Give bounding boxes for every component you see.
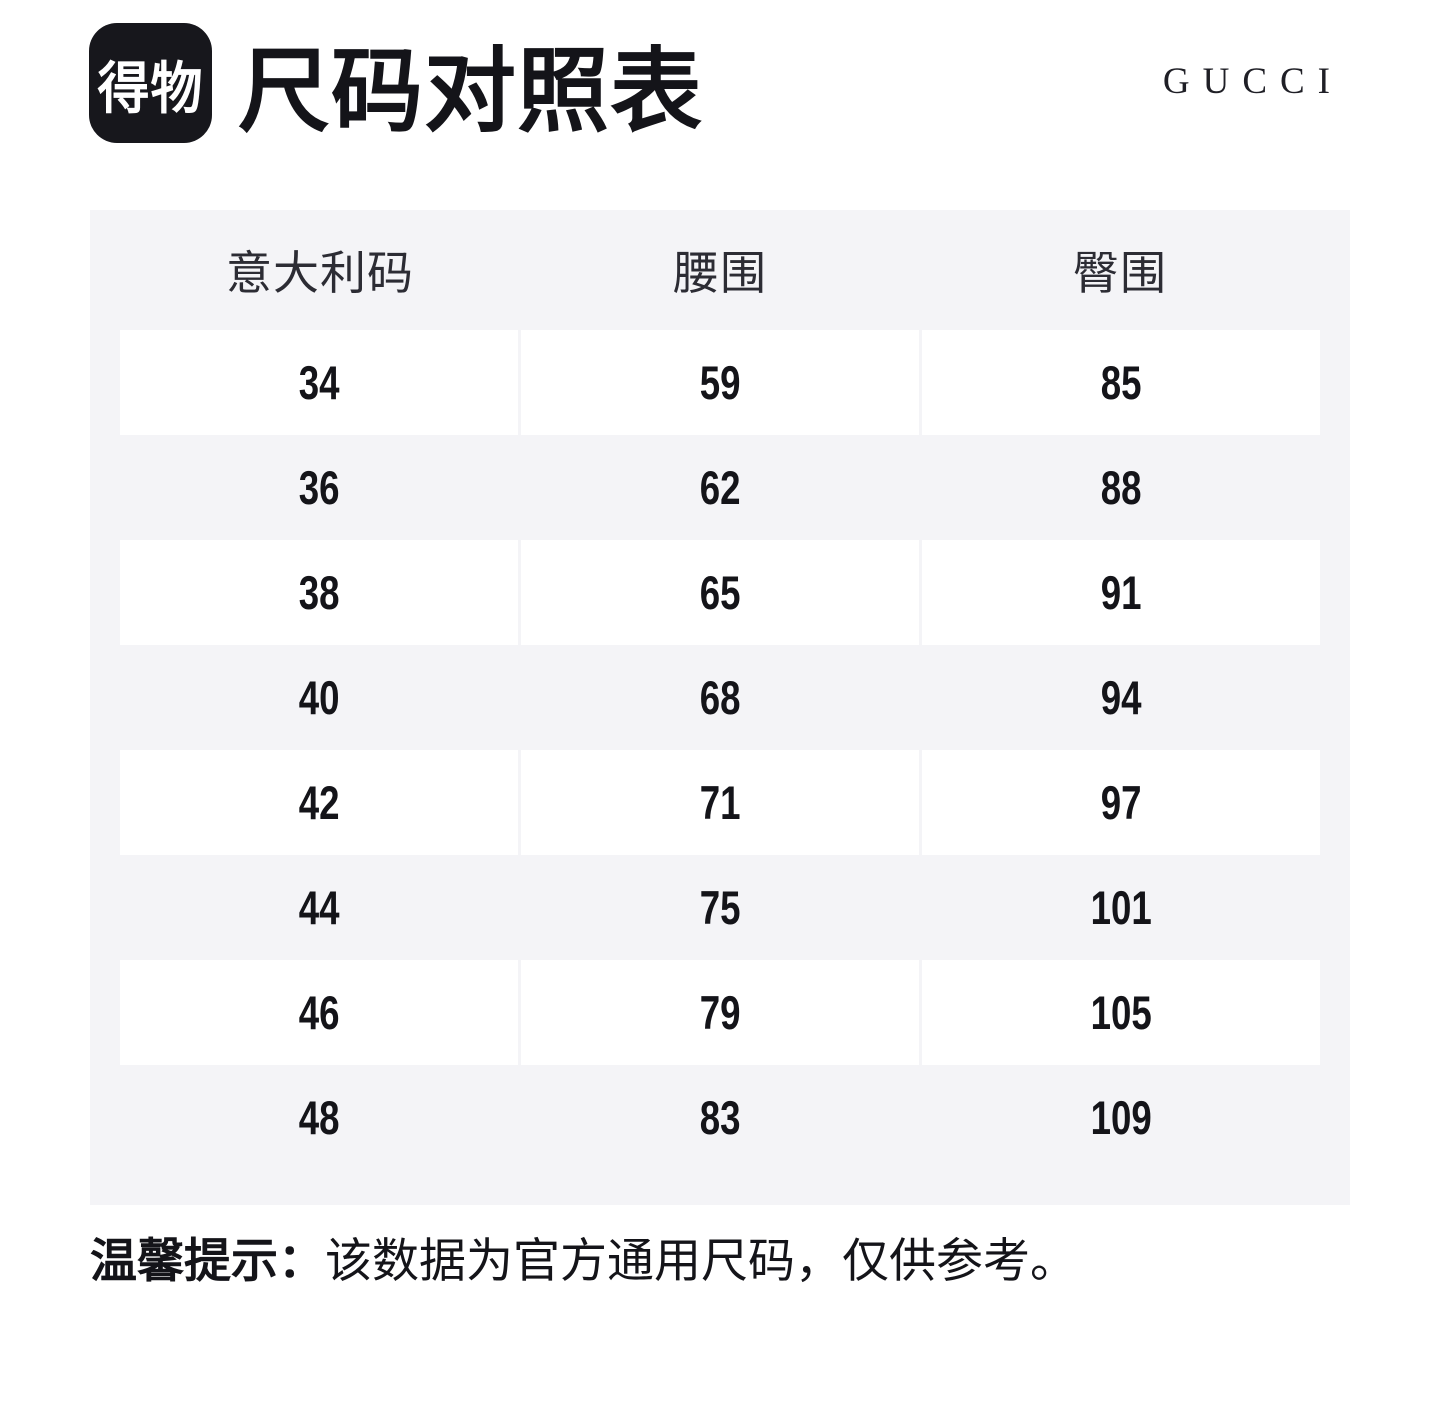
waist-value: 68: [699, 671, 741, 724]
page-title: 尺码对照表: [238, 40, 704, 143]
cell-hip: 97: [922, 750, 1320, 855]
cell-hip: 101: [922, 855, 1320, 960]
cell-hip: 91: [922, 540, 1320, 645]
page-header: 得物 尺码对照表 GUCCI: [89, 23, 1351, 143]
size-value: 36: [298, 461, 340, 514]
table-row: 46 79 105: [120, 960, 1320, 1065]
table-row: 38 65 91: [120, 540, 1320, 645]
dewu-logo: 得物: [89, 23, 212, 143]
size-value: 40: [298, 671, 340, 724]
hip-value: 91: [1100, 566, 1142, 619]
waist-value: 79: [699, 986, 741, 1039]
cell-italy-size: 36: [120, 435, 518, 540]
cell-waist: 65: [521, 540, 919, 645]
cell-italy-size: 38: [120, 540, 518, 645]
dewu-logo-text: 得物: [97, 57, 204, 121]
cell-waist: 59: [521, 330, 919, 435]
waist-value: 62: [699, 461, 741, 514]
table-row: 42 71 97: [120, 750, 1320, 855]
waist-value: 75: [699, 881, 741, 934]
table-row: 44 75 101: [120, 855, 1320, 960]
cell-italy-size: 42: [120, 750, 518, 855]
hip-value: 88: [1100, 461, 1142, 514]
size-value: 34: [298, 356, 340, 409]
cell-waist: 68: [521, 645, 919, 750]
column-header-hip: 臀围: [1073, 247, 1167, 299]
cell-waist: 71: [521, 750, 919, 855]
column-header-waist: 腰围: [673, 247, 767, 299]
hip-value: 97: [1100, 776, 1142, 829]
waist-value: 83: [699, 1091, 741, 1144]
waist-value: 71: [699, 776, 741, 829]
brand-logo-gucci: GUCCI: [1162, 60, 1343, 102]
waist-value: 59: [699, 356, 741, 409]
hip-value: 109: [1090, 1091, 1152, 1144]
size-value: 44: [298, 881, 340, 934]
cell-hip: 94: [922, 645, 1320, 750]
disclaimer-text: 该数据为官方通用尺码，仅供参考。: [325, 1234, 1077, 1287]
cell-italy-size: 44: [120, 855, 518, 960]
size-value: 42: [298, 776, 340, 829]
cell-hip: 109: [922, 1065, 1320, 1170]
hip-value: 105: [1090, 986, 1152, 1039]
table-row: 34 59 85: [120, 330, 1320, 435]
hip-value: 94: [1100, 671, 1142, 724]
cell-hip: 105: [922, 960, 1320, 1065]
table-header-row: 意大利码 腰围 臀围: [120, 210, 1320, 330]
cell-waist: 75: [521, 855, 919, 960]
cell-italy-size: 46: [120, 960, 518, 1065]
disclaimer-label: 温馨提示：: [90, 1234, 325, 1287]
hip-value: 85: [1100, 356, 1142, 409]
table-row: 40 68 94: [120, 645, 1320, 750]
disclaimer-note: 温馨提示：该数据为官方通用尺码，仅供参考。: [90, 1222, 1077, 1291]
table-row: 36 62 88: [120, 435, 1320, 540]
cell-waist: 62: [521, 435, 919, 540]
hip-value: 101: [1090, 881, 1152, 934]
size-value: 38: [298, 566, 340, 619]
waist-value: 65: [699, 566, 741, 619]
cell-italy-size: 40: [120, 645, 518, 750]
table-row: 48 83 109: [120, 1065, 1320, 1170]
cell-hip: 85: [922, 330, 1320, 435]
cell-hip: 88: [922, 435, 1320, 540]
cell-italy-size: 34: [120, 330, 518, 435]
size-value: 46: [298, 986, 340, 1039]
column-header-italy-size: 意大利码: [226, 247, 414, 299]
cell-waist: 79: [521, 960, 919, 1065]
cell-italy-size: 48: [120, 1065, 518, 1170]
cell-waist: 83: [521, 1065, 919, 1170]
size-chart-panel: 意大利码 腰围 臀围 34 59 85 36 62 88 38 65 91 40…: [90, 210, 1350, 1205]
size-value: 48: [298, 1091, 340, 1144]
